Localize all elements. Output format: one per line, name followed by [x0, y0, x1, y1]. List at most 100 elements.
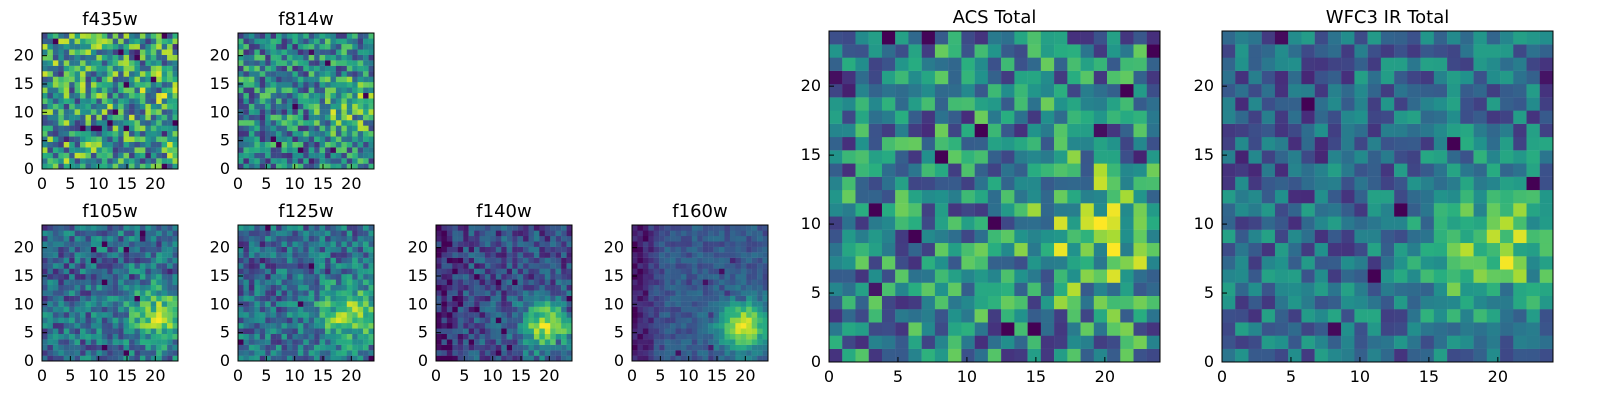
heatmap-cell — [974, 282, 989, 296]
heatmap-cell — [134, 60, 141, 66]
heatmap-cell — [1367, 295, 1382, 310]
heatmap-cell — [281, 87, 288, 94]
heatmap-cell — [1314, 123, 1329, 138]
heatmap-cell — [346, 235, 353, 242]
heatmap-cell — [1093, 110, 1108, 124]
heatmap-cell — [713, 328, 720, 334]
heatmap-cell — [490, 301, 497, 307]
heatmap-cell — [352, 279, 358, 286]
heatmap-cell — [69, 163, 75, 170]
heatmap-cell — [319, 306, 326, 313]
heatmap-cell — [292, 295, 299, 302]
heatmap-cell — [1367, 123, 1382, 138]
heatmap-cell — [1460, 163, 1474, 177]
heatmap-cell — [1354, 295, 1368, 310]
heatmap-cell — [368, 87, 375, 94]
heatmap-cell — [123, 130, 130, 137]
heatmap-cell — [314, 344, 320, 351]
heatmap-cell — [724, 235, 731, 242]
heatmap-cell — [352, 76, 358, 83]
heatmap-cell — [172, 60, 179, 66]
heatmap-cell — [1460, 269, 1474, 283]
heatmap-cell — [96, 257, 103, 264]
heatmap-cell — [161, 328, 168, 334]
heatmap-cell — [335, 65, 342, 72]
heatmap-cell — [134, 322, 141, 329]
heatmap-cell — [506, 301, 513, 307]
heatmap-cell — [101, 109, 108, 115]
heatmap-cell — [1486, 256, 1501, 270]
heatmap-cell — [58, 257, 64, 264]
heatmap-cell — [139, 284, 146, 291]
heatmap-cell — [42, 158, 48, 164]
heatmap-cell — [161, 158, 168, 164]
heatmap-cell — [1460, 123, 1474, 138]
heatmap-cell — [463, 295, 469, 302]
heatmap-cell — [729, 312, 736, 318]
heatmap-cell — [270, 317, 277, 324]
heatmap-cell — [292, 317, 299, 324]
heatmap-cell — [58, 109, 64, 115]
heatmap-cell — [1261, 242, 1276, 257]
heatmap-cell — [314, 54, 320, 61]
heatmap-cell — [292, 350, 299, 356]
heatmap-cell — [691, 230, 698, 237]
heatmap-cell — [1054, 83, 1068, 98]
heatmap-cell — [528, 344, 535, 351]
heatmap-cell — [868, 163, 883, 177]
heatmap-cell — [653, 312, 660, 318]
heatmap-cell — [118, 328, 124, 334]
heatmap-cell — [1327, 242, 1342, 257]
heatmap-cell — [762, 312, 769, 318]
heatmap-cell — [276, 163, 282, 170]
heatmap-cell — [101, 130, 108, 137]
heatmap-cell — [746, 290, 752, 296]
heatmap-cell — [751, 225, 758, 231]
heatmap-cell — [961, 295, 975, 310]
heatmap-cell — [330, 279, 337, 286]
heatmap-cell — [702, 268, 709, 275]
heatmap-cell — [523, 339, 529, 345]
heatmap-cell — [297, 76, 304, 83]
heatmap-cell — [1433, 282, 1448, 296]
heatmap-cell — [842, 269, 856, 283]
heatmap-cell — [740, 312, 747, 318]
heatmap-cell — [90, 125, 97, 132]
heatmap-cell — [697, 344, 703, 351]
heatmap-cell — [248, 257, 255, 264]
heatmap-cell — [145, 290, 151, 296]
heatmap-cell — [314, 339, 320, 345]
heatmap-cell — [243, 33, 250, 39]
heatmap-cell — [881, 97, 896, 111]
heatmap-cell — [642, 317, 649, 324]
heatmap-cell — [1120, 282, 1134, 296]
heatmap-cell — [1067, 203, 1081, 217]
heatmap-cell — [363, 163, 369, 170]
heatmap-cell — [555, 284, 562, 291]
heatmap-cell — [129, 92, 135, 99]
heatmap-cell — [1327, 189, 1342, 204]
heatmap-cell — [52, 355, 59, 362]
heatmap-cell — [457, 295, 464, 302]
heatmap-cell — [96, 333, 103, 340]
heatmap-cell — [479, 268, 486, 275]
heatmap-cell — [90, 136, 97, 142]
heatmap-cell — [691, 344, 698, 351]
heatmap-cell — [63, 54, 70, 61]
heatmap-cell — [1394, 309, 1408, 323]
heatmap-cell — [829, 123, 843, 138]
heatmap-cell — [724, 317, 731, 324]
heatmap-cell — [63, 49, 70, 55]
heatmap-cell — [506, 290, 513, 296]
heatmap-cell — [118, 257, 124, 264]
heatmap-cell — [550, 252, 556, 258]
heatmap-cell — [303, 114, 309, 121]
heatmap-cell — [1539, 348, 1554, 363]
heatmap-cell — [1513, 295, 1527, 310]
heatmap-cell — [523, 301, 529, 307]
heatmap-cell — [90, 152, 97, 159]
heatmap-cell — [172, 350, 179, 356]
heatmap-cell — [735, 355, 741, 362]
heatmap-cell — [561, 241, 567, 247]
heatmap-cell — [1539, 163, 1554, 177]
